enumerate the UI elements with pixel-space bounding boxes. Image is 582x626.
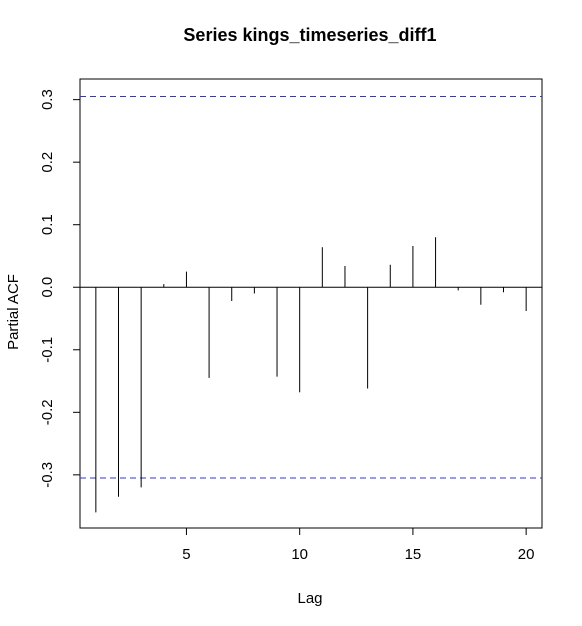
plot-marks: 5 10 15 20 -0.3 -0.2 -0.1 0.0 0.1 0.2 0.3 [39,89,542,563]
x-tick-label: 5 [182,546,190,563]
y-tick-label: -0.3 [39,462,56,488]
x-tick-label: 15 [405,546,422,563]
y-tick-label: -0.2 [39,399,56,425]
y-tick-label: 0.2 [39,152,56,173]
x-axis-label: Lag [297,590,322,607]
y-tick-label: 0.3 [39,89,56,110]
plot-frame [79,78,543,529]
y-axis-label: Partial ACF [5,274,22,350]
y-tick-label: 0.0 [39,277,56,298]
chart-title: Series kings_timeseries_diff1 [183,25,436,45]
x-tick-label: 10 [291,546,308,563]
x-tick-label: 20 [518,546,535,563]
y-tick-label: -0.1 [39,337,56,363]
y-tick-label: 0.1 [39,214,56,235]
